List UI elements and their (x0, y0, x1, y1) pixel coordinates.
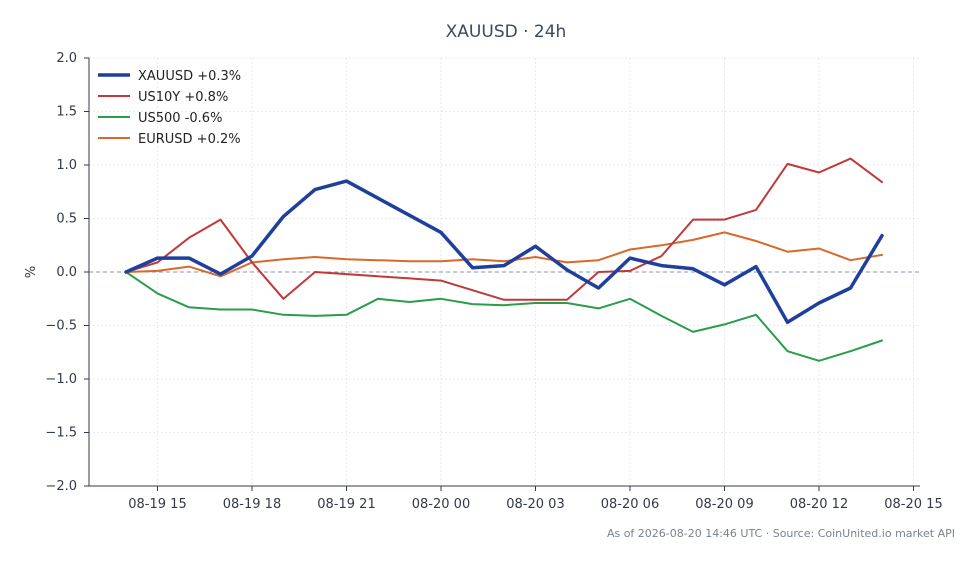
axes: 2.0 1.5 1.0 0.5 0.0 −0.5 −1.0 −1.5 −2.0 08-19 15 0… (45, 51, 942, 512)
series-line-us500 (125, 271, 883, 362)
series-line-eurusd (125, 231, 883, 278)
x-tick-label: 08-20 12 (790, 497, 848, 512)
x-tick-label: 08-20 06 (601, 497, 659, 512)
y-axis-label: % (24, 266, 39, 278)
x-tick-label: 08-19 15 (128, 497, 186, 512)
x-tick-label: 08-20 03 (506, 497, 564, 512)
legend: XAUUSD +0.3% US10Y +0.8% US500 -0.6% EURUSD… (98, 69, 241, 147)
y-tick-label: 0.0 (56, 265, 77, 280)
legend-label-us500: US500 -0.6% (138, 111, 222, 126)
series-line-us10y (125, 157, 883, 301)
y-tick-label: −1.0 (45, 372, 77, 387)
x-tick-label: 08-20 00 (412, 497, 470, 512)
legend-label-xauusd: XAUUSD +0.3% (138, 69, 241, 84)
x-tick-label: 08-19 21 (317, 497, 375, 512)
y-tick-label: −1.5 (45, 426, 77, 441)
y-tick-label: 0.5 (56, 212, 77, 227)
legend-label-eurusd: EURUSD +0.2% (138, 132, 241, 147)
series-lines (124, 157, 884, 362)
y-tick-label: 1.0 (56, 158, 77, 173)
source-footer: As of 2026-08-20 14:46 UTC · Source: Coi… (607, 527, 955, 540)
x-tick-label: 08-20 15 (884, 497, 942, 512)
y-tick-label: 2.0 (56, 51, 77, 66)
chart-title: XAUUSD · 24h (446, 22, 567, 42)
y-tick-label: 1.5 (56, 105, 77, 120)
x-tick-label: 08-19 18 (223, 497, 281, 512)
series-line-xauusd (124, 179, 884, 325)
y-tick-label: −2.0 (45, 479, 77, 494)
y-tick-label: −0.5 (45, 319, 77, 334)
legend-label-us10y: US10Y +0.8% (138, 90, 228, 105)
x-tick-label: 08-20 09 (695, 497, 753, 512)
